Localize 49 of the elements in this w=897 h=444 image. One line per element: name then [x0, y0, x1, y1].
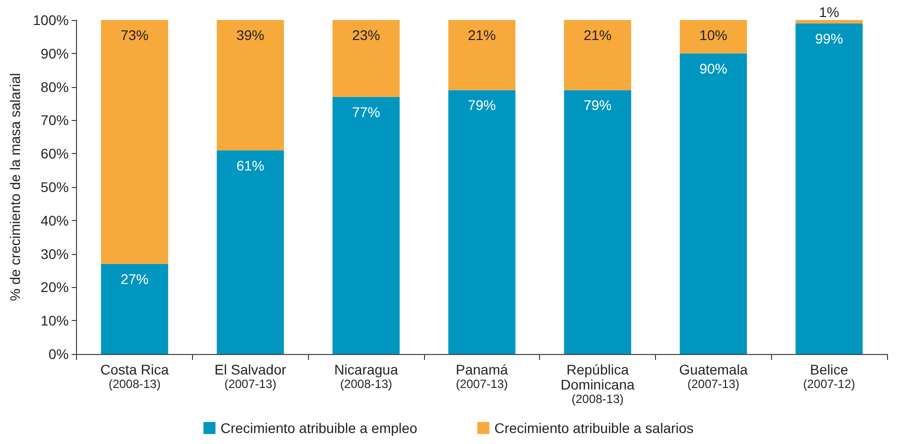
data-label: 61%	[236, 157, 264, 174]
bar	[216, 20, 284, 150]
data-label: 77%	[352, 104, 380, 120]
x-tick-label: Belice (2007-12)	[803, 362, 856, 391]
bar	[101, 264, 168, 354]
data-label: 23%	[352, 27, 380, 43]
data-label: 79%	[468, 97, 496, 114]
y-tick-label: 40%	[40, 212, 69, 228]
bar	[564, 90, 632, 354]
data-label: 27%	[120, 270, 149, 287]
bar	[564, 20, 632, 90]
data-label: 1%	[819, 4, 840, 20]
bar	[796, 20, 863, 24]
bar	[216, 150, 284, 354]
data-label: 79%	[584, 97, 612, 114]
data-label: 99%	[815, 30, 844, 46]
x-tick-label: Panamá (2007-13)	[456, 362, 508, 391]
y-tick-label: 20%	[40, 279, 69, 296]
data-label: 73%	[120, 27, 149, 43]
y-tick-label: 10%	[40, 312, 69, 329]
data-label: 39%	[236, 27, 264, 43]
y-tick-label: 60%	[40, 146, 69, 162]
data-label: 90%	[699, 60, 728, 76]
x-tick-label: Nicaragua (2008-13)	[334, 362, 398, 391]
y-tick-label: 100%	[32, 12, 69, 28]
y-tick-label: 50%	[40, 179, 69, 195]
y-tick-label: 0%	[48, 346, 69, 362]
x-tick-label: Guatemala (2007-13)	[679, 362, 748, 391]
data-label: 10%	[699, 27, 728, 43]
bar	[796, 23, 863, 354]
bar	[448, 90, 516, 354]
legend-label: Crecimiento atribuible a salarios	[494, 420, 694, 436]
x-tick-label: Costa Rica (2008-13)	[100, 362, 170, 391]
bar	[448, 20, 516, 90]
y-tick-label: 80%	[40, 78, 69, 95]
y-tick-label: 90%	[40, 45, 69, 62]
y-axis-title: % de crecimiento de la masa salarial	[7, 73, 23, 301]
data-label: 21%	[584, 27, 612, 43]
x-tick-label: El Salvador (2007-13)	[214, 362, 286, 391]
data-label: 21%	[468, 27, 496, 43]
y-tick-label: 30%	[40, 246, 69, 262]
y-tick-label: 70%	[40, 112, 69, 128]
bar	[332, 20, 400, 97]
bar	[680, 20, 747, 54]
x-tick-label: República Dominicana (2008-13)	[560, 362, 635, 406]
legend-label: Crecimiento atribuible a empleo	[220, 420, 418, 436]
bar	[101, 20, 168, 264]
bar	[332, 96, 400, 354]
bar	[680, 53, 747, 354]
